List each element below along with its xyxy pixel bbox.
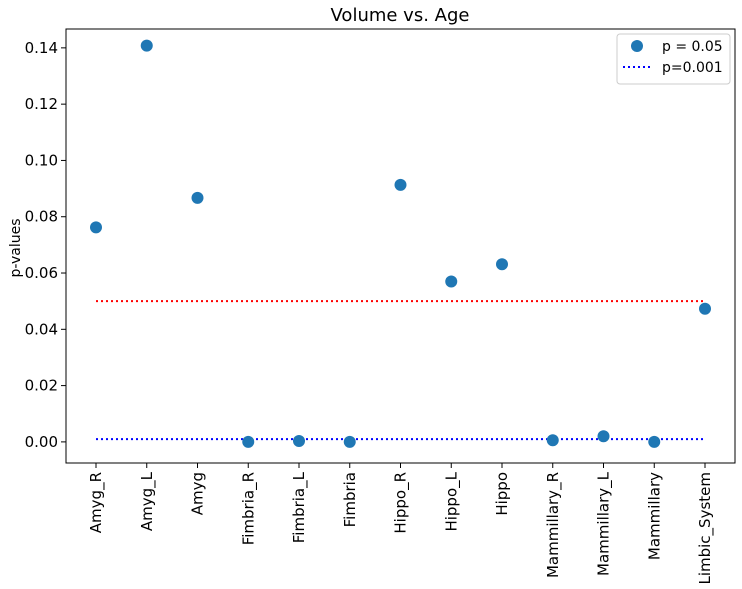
x-tick-label: Mammillary_L (595, 471, 614, 576)
x-tick-label: Amyg_R (87, 472, 106, 533)
x-tick-label: Fimbria_L (290, 471, 309, 543)
legend-label-points: p = 0.05 (662, 39, 723, 55)
x-tick-label: Amyg (189, 472, 207, 515)
data-point-Amyg_R (90, 221, 102, 234)
data-point-Fimbria_R (242, 435, 255, 448)
legend-box (616, 33, 731, 85)
data-point-Amyg_L (140, 39, 153, 52)
data-point-Hippo (496, 258, 508, 271)
data-point-Mammillary_L (597, 430, 610, 443)
data-point-Amyg (191, 191, 204, 204)
reference-lines (96, 300, 705, 441)
data-point-Fimbria_L (293, 435, 305, 448)
plot-frame (65, 28, 736, 464)
legend: p = 0.05 p=0.001 (616, 33, 731, 85)
data-points (90, 39, 711, 448)
y-tick-label: 0.08 (25, 208, 58, 226)
y-tick-label: 0.04 (25, 320, 58, 338)
y-tick-label: 0.02 (25, 377, 58, 395)
x-tick-label: Mammillary (645, 472, 663, 560)
x-tick-label: Hippo_R (392, 472, 411, 534)
chart-title: Volume vs. Age (331, 5, 470, 26)
y-tick-label: 0.06 (25, 264, 58, 282)
y-tick-label: 0.12 (25, 95, 58, 113)
legend-label-line: p=0.001 (662, 60, 723, 76)
y-axis-ticks: 0.00 0.02 0.04 0.06 0.08 0.10 0.12 0.14 (25, 39, 66, 451)
y-tick-label: 0.14 (25, 39, 58, 57)
x-tick-label: Hippo_L (442, 471, 461, 531)
data-point-Mammillary_R (546, 434, 559, 447)
x-tick-label: Limbic_System (696, 472, 715, 585)
legend-marker-circle (631, 40, 643, 52)
x-tick-label: Amyg_L (138, 471, 157, 531)
y-tick-label: 0.10 (25, 151, 58, 169)
data-point-Fimbria (343, 435, 356, 448)
data-point-Hippo_L (445, 275, 458, 288)
x-tick-label: Fimbria_R (239, 472, 258, 545)
y-tick-label: 0.00 (25, 433, 58, 451)
x-tick-label: Mammillary_R (544, 472, 563, 578)
x-axis-ticks: Amyg_R Amyg_L Amyg Fimbria_R Fimbria_L Fimbri… (87, 463, 715, 585)
x-tick-label: Fimbria (341, 472, 359, 527)
x-tick-label: Hippo (493, 472, 511, 516)
data-point-Hippo_R (394, 178, 407, 191)
data-point-Mammillary (648, 435, 661, 448)
data-point-Limbic_System (699, 302, 711, 315)
y-axis-label: p-values (8, 218, 24, 277)
